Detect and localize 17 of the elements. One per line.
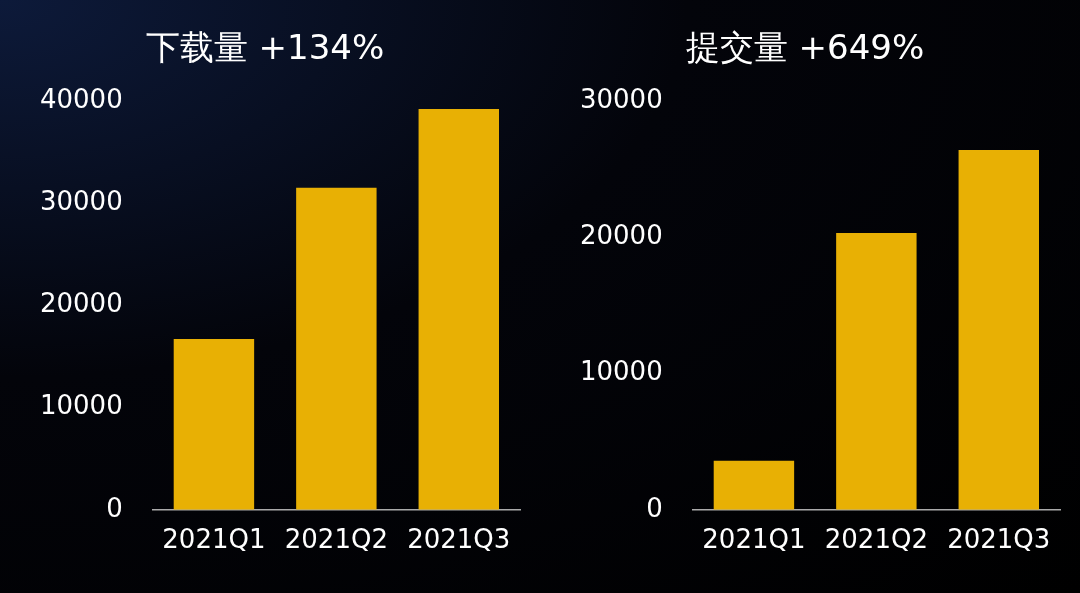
x-tick-label: 2021Q1: [162, 524, 266, 555]
y-tick-label: 20000: [579, 219, 663, 250]
y-tick-label: 40000: [39, 83, 123, 114]
x-tick-label: 2021Q3: [407, 524, 511, 555]
y-tick-label: 30000: [39, 185, 123, 216]
y-tick-label: 0: [646, 492, 663, 523]
x-tick-label: 2021Q3: [947, 524, 1051, 555]
chart-title: 提交量 +649%: [685, 27, 925, 68]
y-tick-label: 10000: [39, 390, 123, 421]
x-tick-label: 2021Q2: [284, 524, 388, 555]
y-tick-label: 0: [106, 492, 123, 523]
y-tick-label: 20000: [39, 288, 123, 319]
y-tick-label: 30000: [579, 83, 663, 114]
chart-title: 下载量 +134%: [145, 27, 385, 68]
x-tick-label: 2021Q1: [702, 524, 806, 555]
x-tick-label: 2021Q2: [824, 524, 928, 555]
y-tick-label: 10000: [579, 356, 663, 387]
